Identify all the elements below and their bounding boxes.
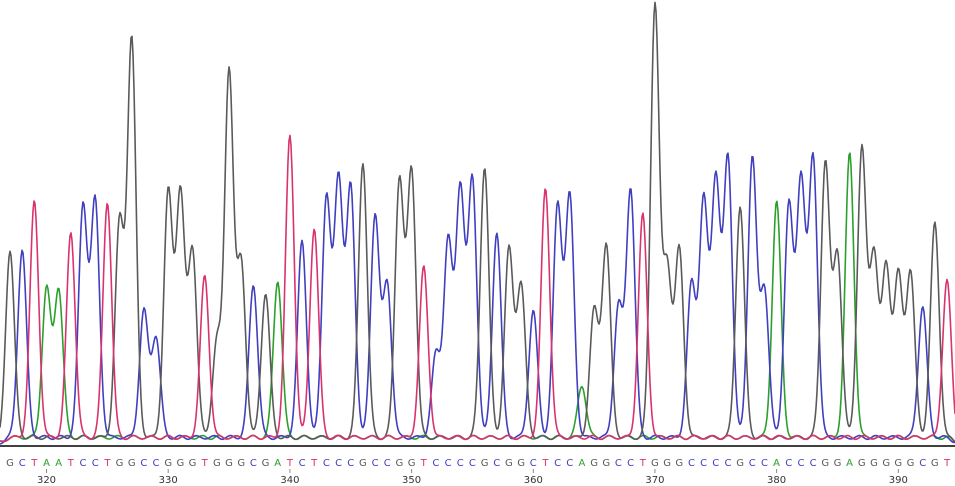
- base-call: T: [943, 458, 951, 469]
- base-call: G: [907, 458, 915, 469]
- base-call: T: [286, 458, 294, 469]
- trace-g: [0, 1, 955, 443]
- base-call: A: [578, 458, 585, 469]
- base-call: G: [189, 458, 197, 469]
- base-call: G: [882, 458, 890, 469]
- base-call: G: [225, 458, 233, 469]
- base-call: G: [870, 458, 878, 469]
- base-call: C: [347, 458, 354, 469]
- base-call: G: [481, 458, 489, 469]
- base-call: G: [164, 458, 172, 469]
- base-call: C: [140, 458, 147, 469]
- base-call: G: [396, 458, 404, 469]
- base-call: G: [237, 458, 245, 469]
- base-call: C: [798, 458, 805, 469]
- base-call: G: [590, 458, 598, 469]
- base-call: G: [213, 458, 221, 469]
- base-call: C: [323, 458, 330, 469]
- base-call: G: [894, 458, 902, 469]
- base-call: C: [749, 458, 756, 469]
- base-call: A: [43, 458, 50, 469]
- base-call: C: [810, 458, 817, 469]
- base-call: C: [19, 458, 26, 469]
- base-call: G: [602, 458, 610, 469]
- base-call: G: [177, 458, 185, 469]
- tick-label: 340: [280, 475, 299, 486]
- base-call: T: [310, 458, 318, 469]
- tick-label: 380: [767, 475, 786, 486]
- base-call: A: [274, 458, 281, 469]
- base-call: A: [773, 458, 780, 469]
- base-call: C: [432, 458, 439, 469]
- base-call: T: [541, 458, 549, 469]
- tick-label: 350: [402, 475, 421, 486]
- base-call: C: [554, 458, 561, 469]
- base-call: G: [675, 458, 683, 469]
- tick-label: 330: [159, 475, 178, 486]
- trace-layer: [0, 1, 955, 445]
- base-call: C: [457, 458, 464, 469]
- base-call: C: [566, 458, 573, 469]
- base-call: C: [384, 458, 391, 469]
- base-call: T: [201, 458, 209, 469]
- base-call: C: [688, 458, 695, 469]
- base-call: G: [128, 458, 136, 469]
- base-call: C: [493, 458, 500, 469]
- base-call: C: [299, 458, 306, 469]
- base-call: A: [846, 458, 853, 469]
- base-call: G: [736, 458, 744, 469]
- base-call: G: [663, 458, 671, 469]
- base-call: G: [408, 458, 416, 469]
- base-call: T: [420, 458, 428, 469]
- base-call: C: [725, 458, 732, 469]
- trace-t: [0, 134, 955, 443]
- base-call: G: [858, 458, 866, 469]
- base-call: C: [712, 458, 719, 469]
- base-call: G: [834, 458, 842, 469]
- base-call: C: [80, 458, 87, 469]
- base-call: G: [6, 458, 14, 469]
- base-call: G: [517, 458, 525, 469]
- base-call: T: [30, 458, 38, 469]
- base-call: C: [250, 458, 257, 469]
- base-call: C: [785, 458, 792, 469]
- base-call: G: [821, 458, 829, 469]
- base-call: T: [67, 458, 75, 469]
- base-call: C: [761, 458, 768, 469]
- base-call: G: [116, 458, 124, 469]
- base-call: T: [103, 458, 111, 469]
- base-call: G: [651, 458, 659, 469]
- base-call: C: [153, 458, 160, 469]
- base-call: C: [627, 458, 634, 469]
- base-call: C: [92, 458, 99, 469]
- tick-label: 360: [524, 475, 543, 486]
- position-axis: 320 330 340 350 360 370 380 390: [37, 469, 908, 486]
- base-call: C: [530, 458, 537, 469]
- trace-c: [0, 151, 955, 445]
- base-call: G: [359, 458, 367, 469]
- base-call: T: [639, 458, 647, 469]
- tick-label: 320: [37, 475, 56, 486]
- base-call: A: [55, 458, 62, 469]
- base-call: G: [931, 458, 939, 469]
- base-call: C: [469, 458, 476, 469]
- base-call: C: [700, 458, 707, 469]
- base-call: C: [919, 458, 926, 469]
- base-call: G: [505, 458, 513, 469]
- base-call: G: [262, 458, 270, 469]
- base-call: C: [445, 458, 452, 469]
- base-call: C: [615, 458, 622, 469]
- base-call: C: [372, 458, 379, 469]
- tick-label: 390: [889, 475, 908, 486]
- tick-label: 370: [645, 475, 664, 486]
- base-call: C: [335, 458, 342, 469]
